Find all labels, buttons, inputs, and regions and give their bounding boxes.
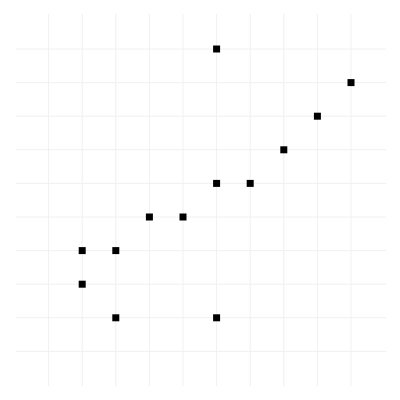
data-point — [246, 179, 254, 187]
data-point — [213, 179, 221, 187]
data-point — [280, 146, 288, 154]
data-point — [347, 79, 355, 87]
points — [78, 45, 355, 322]
data-point — [313, 112, 321, 120]
data-point — [145, 213, 153, 221]
data-point — [112, 247, 120, 255]
data-point — [213, 314, 221, 322]
data-point — [213, 45, 221, 53]
data-point — [78, 247, 86, 255]
data-point — [179, 213, 187, 221]
data-point — [78, 280, 86, 288]
grid — [16, 14, 386, 386]
data-point — [112, 314, 120, 322]
